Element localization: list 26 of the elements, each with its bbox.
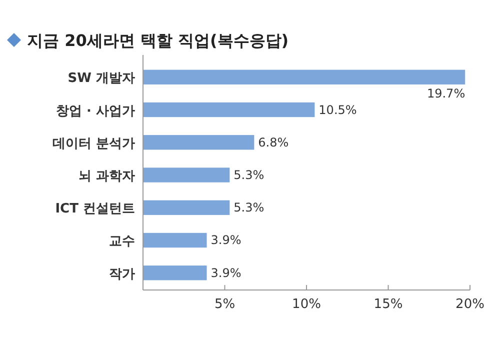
- y-tick-label: SW 개발자: [68, 71, 135, 86]
- x-tick-label: 5%: [214, 297, 236, 312]
- y-tick-label: 창업 · 사업가: [56, 104, 135, 119]
- x-tick-label: 15%: [374, 297, 403, 312]
- data-label: 3.9%: [210, 233, 242, 248]
- y-tick-label: 작가: [109, 266, 135, 282]
- y-tick-label: 교수: [109, 234, 135, 250]
- bar: [143, 102, 315, 118]
- x-tick-label: 20%: [456, 297, 484, 312]
- chart-title: 지금 20세라면 택할 직업(복수응답): [27, 31, 289, 50]
- bar: [143, 135, 254, 150]
- bar: [143, 168, 230, 182]
- data-label: 5.3%: [234, 200, 264, 215]
- data-label: 19.7%: [426, 86, 466, 100]
- y-tick-label: ICT 컨설턴트: [55, 202, 135, 217]
- bar: [143, 70, 466, 84]
- data-label: 6.8%: [258, 135, 289, 150]
- data-label: 10.5%: [318, 102, 357, 117]
- data-label: 3.9%: [210, 266, 242, 280]
- y-tick-label: 뇌 과학자: [78, 169, 135, 184]
- bar: [143, 200, 230, 215]
- bar: [143, 266, 207, 280]
- bar: [143, 232, 207, 248]
- data-label: 5.3%: [234, 168, 264, 182]
- x-tick-label: 10%: [292, 297, 321, 312]
- y-tick-label: 데이터 분석가: [52, 136, 135, 152]
